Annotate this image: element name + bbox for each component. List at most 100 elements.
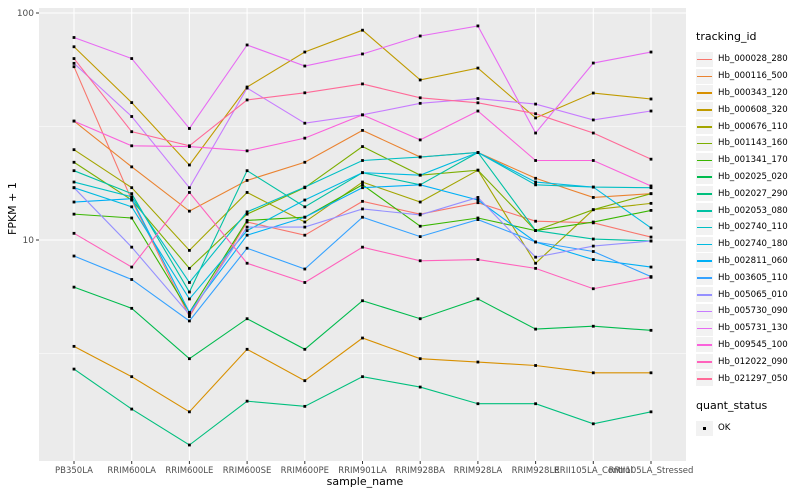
data-point-marker <box>649 275 653 279</box>
data-point-marker <box>361 180 364 184</box>
legend-key-line-icon <box>697 159 712 162</box>
y-tick-label: 10 <box>23 236 35 246</box>
data-point-marker <box>303 281 307 284</box>
data-point-marker <box>649 371 653 375</box>
x-tick-label: RRIM600PE <box>281 466 329 476</box>
data-point-marker <box>72 254 76 258</box>
data-point-marker <box>418 235 422 239</box>
data-point-marker <box>476 258 480 261</box>
data-point-marker <box>591 196 595 199</box>
legend-key-swatch <box>696 371 713 387</box>
x-tick-label: RRII105LA_Stressed <box>609 466 694 476</box>
data-point-marker <box>303 121 307 125</box>
legend-key-line-icon <box>697 327 712 330</box>
data-point-marker <box>303 205 307 209</box>
data-point-marker <box>303 267 307 271</box>
data-point-marker <box>476 97 480 100</box>
data-point-marker <box>534 261 537 265</box>
data-point-marker <box>534 116 537 120</box>
legend-item-label: Hb_002053_080 <box>718 205 788 216</box>
legend-key-line-icon <box>697 210 712 212</box>
legend-key-swatch <box>696 203 713 219</box>
data-point-marker <box>649 226 653 230</box>
legend-key-line-icon <box>697 243 712 246</box>
data-point-marker <box>591 61 595 65</box>
data-point-marker <box>245 149 249 153</box>
data-point-marker <box>476 24 480 28</box>
legend-item-label: Hb_002740_110 <box>718 222 788 233</box>
data-point-marker <box>303 220 307 224</box>
data-point-marker <box>72 160 76 164</box>
legend: tracking_id Hb_000028_280 Hb_000116_500 Hb… <box>696 30 800 437</box>
data-point-marker <box>188 310 191 314</box>
legend-item-label: Hb_002027_290 <box>718 188 788 199</box>
x-tick-label: RRIM901LA <box>338 466 387 476</box>
data-point-marker <box>591 258 595 261</box>
legend-key-line-icon <box>697 142 712 145</box>
data-point-marker <box>72 61 76 65</box>
data-point-marker <box>72 36 76 39</box>
data-point-marker <box>476 101 480 105</box>
data-point-marker <box>534 364 537 367</box>
data-point-marker <box>130 186 134 190</box>
data-point-marker <box>245 246 249 250</box>
data-point-marker <box>476 196 480 199</box>
data-point-marker <box>591 185 595 189</box>
legend-key-swatch <box>696 186 713 202</box>
data-point-marker <box>72 285 76 289</box>
legend-item-label: Hb_005731_130 <box>718 323 788 334</box>
legend-item-Hb_001143_160: Hb_001143_160 <box>696 135 800 152</box>
data-point-marker <box>130 407 134 411</box>
data-point-marker <box>245 169 249 173</box>
data-point-marker <box>418 34 422 38</box>
legend-key-swatch <box>696 68 713 84</box>
data-point-marker <box>245 220 249 224</box>
data-point-marker <box>245 43 249 47</box>
data-point-marker <box>591 91 595 95</box>
data-point-marker <box>303 198 307 202</box>
data-point-marker <box>130 245 134 249</box>
x-tick-label: RRIM928LE <box>512 466 560 476</box>
data-point-marker <box>649 97 653 101</box>
legend-item-Hb_000028_280: Hb_000028_280 <box>696 51 800 68</box>
legend-item-Hb_002811_060: Hb_002811_060 <box>696 253 800 270</box>
data-point-marker <box>130 197 134 201</box>
data-point-marker <box>188 127 191 130</box>
data-point-marker <box>591 422 595 426</box>
data-point-marker <box>303 215 307 219</box>
legend-items: Hb_000028_280 Hb_000116_500 Hb_000343_120 H… <box>696 51 800 387</box>
data-point-marker <box>72 65 76 69</box>
data-point-marker <box>649 109 653 113</box>
data-point-marker <box>130 306 134 310</box>
data-point-marker <box>188 315 191 318</box>
data-point-marker <box>534 102 537 106</box>
data-point-marker <box>476 402 480 406</box>
data-point-marker <box>534 240 537 244</box>
legend-item-Hb_009545_100: Hb_009545_100 <box>696 337 800 354</box>
data-point-marker <box>245 86 249 90</box>
data-point-marker <box>188 410 191 414</box>
legend-item-Hb_002025_020: Hb_002025_020 <box>696 169 800 186</box>
data-point-marker <box>72 344 76 348</box>
legend-key-line-icon <box>697 226 712 229</box>
data-point-marker <box>188 266 191 270</box>
data-point-marker <box>418 357 422 361</box>
data-point-marker <box>361 159 364 162</box>
data-point-marker <box>72 367 76 371</box>
data-point-marker <box>130 115 134 118</box>
data-point-marker <box>303 347 307 351</box>
data-point-marker <box>72 186 76 190</box>
data-point-marker <box>72 57 76 60</box>
data-point-marker <box>130 101 134 104</box>
data-point-marker <box>303 136 307 140</box>
data-point-marker <box>534 183 537 187</box>
data-point-marker <box>303 185 307 189</box>
legend-key-swatch <box>696 253 713 269</box>
legend-key-line-icon <box>697 294 712 296</box>
data-point-marker <box>649 209 653 212</box>
legend-key-swatch <box>696 303 713 319</box>
data-point-marker <box>418 200 422 204</box>
legend-block-quant-status: quant_status OK <box>696 399 800 437</box>
data-point-marker <box>188 290 191 294</box>
